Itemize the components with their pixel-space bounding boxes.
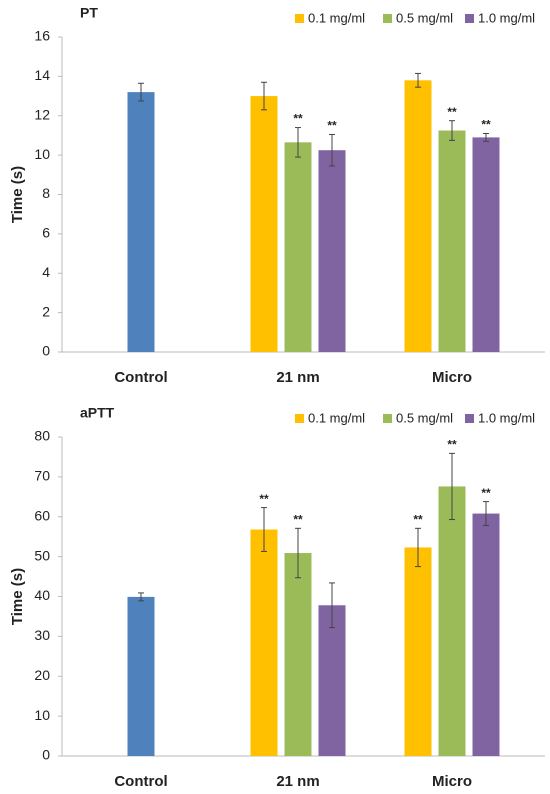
significance-label: ** — [447, 438, 457, 452]
x-tick-label: 21 nm — [276, 369, 319, 386]
legend-swatch — [295, 414, 304, 423]
y-axis-label: Time (s) — [9, 568, 26, 625]
legend-swatch — [383, 14, 392, 23]
legend-swatch — [383, 414, 392, 423]
bar — [404, 80, 432, 352]
y-tick-label: 2 — [42, 303, 50, 319]
legend-label: 0.1 mg/ml — [308, 10, 365, 25]
error-bar — [295, 127, 301, 158]
bar — [127, 92, 155, 352]
bar — [472, 513, 500, 756]
bar — [472, 137, 500, 352]
significance-label: ** — [481, 486, 491, 500]
y-axis-label: Time (s) — [9, 166, 26, 223]
bar — [438, 130, 466, 352]
y-tick-label: 10 — [34, 146, 50, 162]
bar — [438, 486, 466, 756]
legend-swatch — [465, 14, 474, 23]
chart-title: PT — [80, 5, 98, 21]
y-tick-label: 80 — [34, 428, 50, 444]
legend-swatch — [465, 414, 474, 423]
error-bar — [295, 527, 301, 579]
error-bar — [329, 582, 335, 629]
error-bar — [449, 452, 455, 521]
significance-label: ** — [413, 512, 423, 526]
chart-title: aPTT — [80, 405, 115, 421]
legend-label: 0.5 mg/ml — [396, 10, 453, 25]
y-tick-label: 4 — [42, 264, 50, 280]
error-bar — [138, 592, 144, 602]
legend-label: 0.5 mg/ml — [396, 410, 453, 425]
y-tick-label: 12 — [34, 106, 50, 122]
error-bar — [261, 507, 267, 552]
x-tick-label: Control — [114, 773, 167, 790]
y-tick-label: 0 — [42, 343, 50, 359]
bar — [284, 142, 312, 352]
error-bar — [415, 527, 421, 568]
bar — [284, 553, 312, 756]
y-tick-label: 14 — [34, 67, 50, 83]
y-tick-label: 16 — [34, 28, 50, 44]
significance-label: ** — [481, 118, 491, 132]
error-bar — [483, 132, 489, 142]
bar — [404, 547, 432, 756]
y-tick-label: 30 — [34, 627, 50, 643]
error-bar — [329, 133, 335, 167]
x-tick-label: Micro — [432, 369, 472, 386]
y-tick-label: 70 — [34, 468, 50, 484]
error-bar — [415, 72, 421, 88]
x-tick-label: Control — [114, 369, 167, 386]
significance-label: ** — [447, 105, 457, 119]
significance-label: ** — [259, 492, 269, 506]
legend-label: 1.0 mg/ml — [478, 410, 535, 425]
y-tick-label: 6 — [42, 225, 50, 241]
chart: aPTT Time (s) 0 10 20 30 40 50 60 70 80 Control 21 n… — [9, 405, 545, 790]
x-tick-label: Micro — [432, 773, 472, 790]
error-bar — [138, 82, 144, 102]
significance-label: ** — [293, 512, 303, 526]
y-tick-label: 60 — [34, 507, 50, 523]
x-tick-label: 21 nm — [276, 773, 319, 790]
error-bar — [261, 81, 267, 111]
legend-label: 1.0 mg/ml — [478, 10, 535, 25]
bar — [127, 596, 155, 756]
legend-label: 0.1 mg/ml — [308, 410, 365, 425]
y-tick-label: 8 — [42, 185, 50, 201]
y-tick-label: 20 — [34, 667, 50, 683]
significance-label: ** — [327, 119, 337, 133]
significance-label: ** — [293, 112, 303, 126]
y-tick-label: 50 — [34, 547, 50, 563]
chart: PT Time (s) 0 2 4 6 8 10 12 14 16 Control 21 nm Micro… — [9, 5, 545, 386]
y-tick-label: 0 — [42, 747, 50, 763]
bar — [250, 529, 278, 756]
bar — [250, 96, 278, 352]
y-tick-label: 10 — [34, 707, 50, 723]
y-tick-label: 40 — [34, 587, 50, 603]
legend-swatch — [295, 14, 304, 23]
bar — [318, 605, 346, 756]
error-bar — [483, 501, 489, 527]
bar — [318, 150, 346, 352]
error-bar — [449, 120, 455, 141]
